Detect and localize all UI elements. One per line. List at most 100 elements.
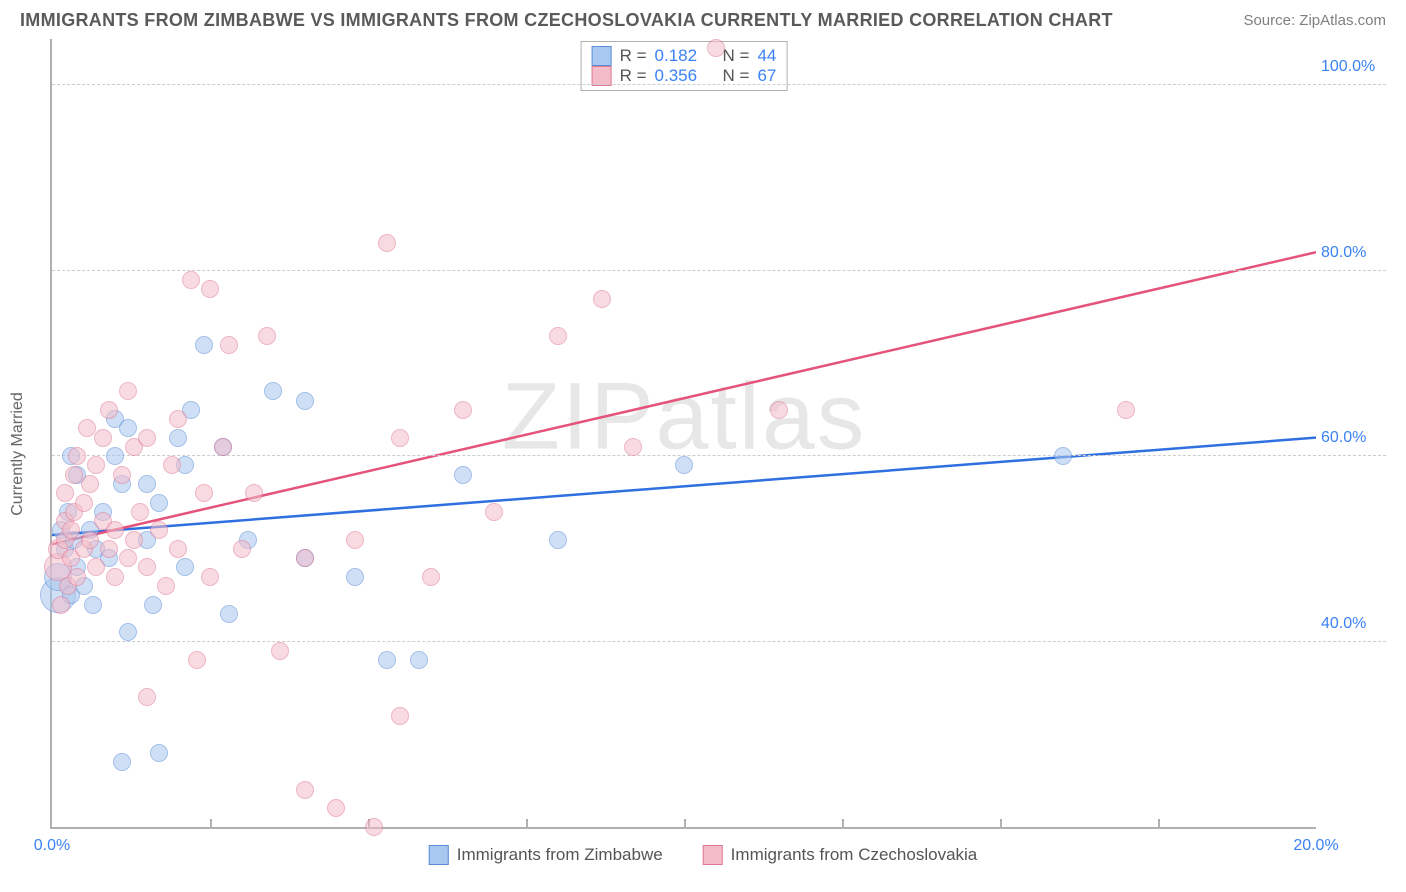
data-point	[422, 568, 440, 586]
x-minor-tick	[684, 819, 686, 829]
data-point	[770, 401, 788, 419]
data-point	[264, 382, 282, 400]
data-point	[391, 429, 409, 447]
data-point	[188, 651, 206, 669]
data-point	[119, 419, 137, 437]
data-point	[245, 484, 263, 502]
legend-label-zimbabwe: Immigrants from Zimbabwe	[457, 845, 663, 865]
data-point	[378, 234, 396, 252]
data-point	[119, 382, 137, 400]
data-point	[195, 484, 213, 502]
data-point	[454, 466, 472, 484]
data-point	[81, 531, 99, 549]
data-point	[346, 568, 364, 586]
data-point	[56, 484, 74, 502]
y-tick-label: 60.0%	[1321, 429, 1386, 447]
data-point	[624, 438, 642, 456]
data-point	[68, 447, 86, 465]
data-point	[106, 521, 124, 539]
data-point	[113, 466, 131, 484]
gridline	[52, 641, 1386, 642]
data-point	[1054, 447, 1072, 465]
data-point	[106, 568, 124, 586]
r-value-czech: 0.356	[655, 66, 698, 86]
data-point	[100, 540, 118, 558]
data-point	[119, 549, 137, 567]
data-point	[131, 503, 149, 521]
legend-swatch-czech	[703, 845, 723, 865]
x-minor-tick	[1000, 819, 1002, 829]
data-point	[106, 447, 124, 465]
r-value-zimbabwe: 0.182	[655, 46, 698, 66]
data-point	[214, 438, 232, 456]
data-point	[138, 558, 156, 576]
data-point	[169, 540, 187, 558]
data-point	[138, 429, 156, 447]
data-point	[113, 753, 131, 771]
data-point	[378, 651, 396, 669]
gridline	[52, 84, 1386, 85]
data-point	[144, 596, 162, 614]
data-point	[365, 818, 383, 836]
data-point	[150, 494, 168, 512]
chart-title: IMMIGRANTS FROM ZIMBABWE VS IMMIGRANTS F…	[20, 10, 1113, 31]
series-legend: Immigrants from Zimbabwe Immigrants from…	[429, 845, 978, 865]
data-point	[157, 577, 175, 595]
data-point	[233, 540, 251, 558]
data-point	[52, 596, 70, 614]
chart-container: Currently Married ZIPatlas R = 0.182 N =…	[10, 39, 1396, 869]
data-point	[182, 271, 200, 289]
data-point	[163, 456, 181, 474]
data-point	[150, 521, 168, 539]
data-point	[593, 290, 611, 308]
data-point	[454, 401, 472, 419]
y-tick-label: 100.0%	[1321, 58, 1386, 76]
data-point	[549, 327, 567, 345]
data-point	[201, 568, 219, 586]
data-point	[1117, 401, 1135, 419]
x-minor-tick	[1158, 819, 1160, 829]
data-point	[485, 503, 503, 521]
x-minor-tick	[526, 819, 528, 829]
data-point	[391, 707, 409, 725]
data-point	[346, 531, 364, 549]
data-point	[84, 596, 102, 614]
data-point	[220, 336, 238, 354]
plot-area: ZIPatlas R = 0.182 N = 44 R = 0.356 N = …	[50, 39, 1316, 829]
gridline	[52, 455, 1386, 456]
data-point	[169, 410, 187, 428]
gridline	[52, 270, 1386, 271]
data-point	[62, 521, 80, 539]
r-label: R =	[620, 46, 647, 66]
data-point	[195, 336, 213, 354]
source-label: Source: ZipAtlas.com	[1243, 12, 1386, 29]
x-minor-tick	[210, 819, 212, 829]
y-axis-label: Currently Married	[9, 392, 27, 516]
y-tick-label: 40.0%	[1321, 615, 1386, 633]
n-label: N =	[723, 66, 750, 86]
data-point	[68, 568, 86, 586]
data-point	[150, 744, 168, 762]
legend-swatch-zimbabwe	[592, 46, 612, 66]
data-point	[94, 429, 112, 447]
data-point	[296, 781, 314, 799]
data-point	[81, 475, 99, 493]
n-value-czech: 67	[757, 66, 776, 86]
data-point	[87, 456, 105, 474]
data-point	[169, 429, 187, 447]
data-point	[100, 401, 118, 419]
data-point	[201, 280, 219, 298]
r-label: R =	[620, 66, 647, 86]
x-tick-label: 20.0%	[1293, 837, 1338, 855]
data-point	[119, 623, 137, 641]
data-point	[87, 558, 105, 576]
data-point	[296, 392, 314, 410]
data-point	[220, 605, 238, 623]
x-tick-label: 0.0%	[34, 837, 70, 855]
legend-swatch-czech	[592, 66, 612, 86]
data-point	[125, 531, 143, 549]
x-minor-tick	[842, 819, 844, 829]
data-point	[176, 558, 194, 576]
n-value-zimbabwe: 44	[757, 46, 776, 66]
data-point	[258, 327, 276, 345]
